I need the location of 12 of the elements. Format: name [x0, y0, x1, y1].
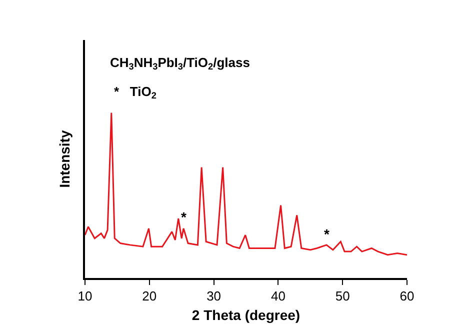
annotation: * [324, 226, 330, 242]
x-tick-label: 50 [335, 288, 350, 304]
x-tick-label: 20 [142, 288, 157, 304]
x-axis-title: 2 Theta (degree) [192, 307, 300, 324]
text: * TiO$_{2}$ [114, 84, 156, 101]
x-tick-label: 10 [78, 288, 92, 304]
x-tick-label: 40 [270, 288, 286, 304]
x-tick-label: 60 [400, 288, 414, 304]
x-tick-label: 30 [206, 288, 222, 304]
annotation: * [181, 209, 187, 225]
text: CH$_{3}$NH$_{3}$PbI$_{3}$/TiO$_{2}$/glass [110, 55, 250, 72]
y-axis-title: Intensity [56, 130, 72, 188]
